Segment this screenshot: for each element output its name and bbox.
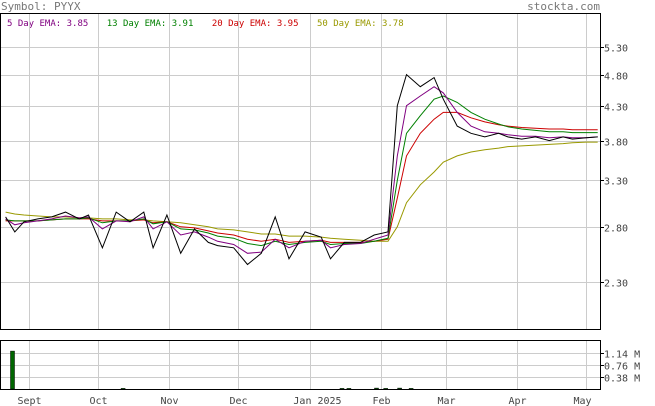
legend-ema13: 13 Day EMA: 3.91 <box>106 19 194 29</box>
x-tick-label: Sept <box>17 396 41 406</box>
x-tick-label: Dec <box>229 396 247 406</box>
y-tick-label: 5.30 <box>604 44 628 55</box>
x-tick-label: May <box>573 396 591 406</box>
y-tick-label: 2.30 <box>604 279 628 290</box>
vol-y-tick-label: 1.14 M <box>604 350 640 361</box>
x-tick-label: Apr <box>508 396 526 406</box>
month-labels: Sept Oct Nov Dec Jan 2025 Feb Mar Apr May <box>17 396 591 406</box>
vol-y-tick-label: 0.76 M <box>604 362 640 373</box>
legend-ema5: 5 Day EMA: 3.85 <box>7 19 89 29</box>
y-tick-label: 3.30 <box>604 177 628 188</box>
x-tick-label: Jan 2025 <box>293 396 341 406</box>
volume-bar <box>397 387 402 390</box>
volume-bar <box>374 387 379 390</box>
ema-legend: 5 Day EMA: 3.85 13 Day EMA: 3.91 20 Day … <box>7 19 417 29</box>
y-tick-label: 4.80 <box>604 72 628 83</box>
x-tick-label: Oct <box>89 396 107 406</box>
series-ema13-line <box>5 95 598 247</box>
series-ema50-line <box>5 141 598 242</box>
legend-ema50: 50 Day EMA: 3.78 <box>316 19 404 29</box>
y-tick-label: 2.80 <box>604 224 628 235</box>
series-ema20-line <box>5 111 598 243</box>
price-axis-labels: 5.30 4.80 4.30 3.80 3.30 2.80 2.30 <box>600 44 628 290</box>
x-tick-label: Nov <box>160 396 178 406</box>
volume-axis-labels: 1.14 M0.76 M0.38 M <box>600 350 640 385</box>
symbol-label: Symbol: PYYX <box>1 0 81 13</box>
series-price-line <box>5 73 598 266</box>
price-panel-frame <box>0 13 601 330</box>
series-ema5-line <box>5 86 598 254</box>
x-tick-label: Mar <box>437 396 455 406</box>
volume-bars <box>10 350 414 390</box>
volume-bar <box>10 350 15 390</box>
y-tick-label: 4.30 <box>604 103 628 114</box>
legend-ema20: 20 Day EMA: 3.95 <box>211 19 299 29</box>
x-tick-label: Feb <box>372 396 390 406</box>
price-grid <box>1 14 600 329</box>
series-layer <box>5 73 598 266</box>
vol-y-tick-label: 0.38 M <box>604 374 640 385</box>
volume-grid <box>1 341 600 389</box>
y-tick-label: 3.80 <box>604 138 628 149</box>
site-name: stockta.com <box>527 0 600 13</box>
